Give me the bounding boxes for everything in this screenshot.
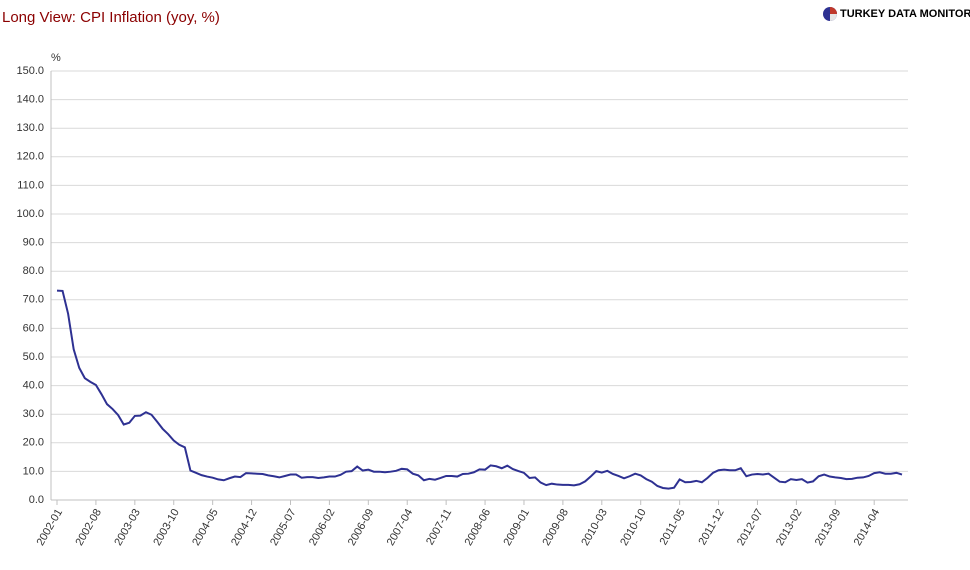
y-tick-label: 110.0 xyxy=(17,179,44,191)
y-tick-label: 100.0 xyxy=(16,208,44,220)
x-tick-label: 2010-10 xyxy=(618,507,649,548)
logo-icon xyxy=(830,14,837,21)
x-tick-label: 2013-02 xyxy=(774,507,805,548)
x-tick-label: 2007-11 xyxy=(424,507,454,547)
y-tick-label: 30.0 xyxy=(23,408,44,420)
x-tick-label: 2003-03 xyxy=(112,507,143,548)
y-tick-label: 40.0 xyxy=(23,380,44,392)
x-tick-label: 2002-01 xyxy=(35,507,66,548)
x-tick-label: 2010-03 xyxy=(579,507,610,548)
logo-icon xyxy=(830,7,837,14)
y-axis-label: % xyxy=(51,52,61,64)
y-tick-label: 20.0 xyxy=(23,437,44,449)
y-tick-label: 80.0 xyxy=(23,265,44,277)
x-tick-label: 2006-02 xyxy=(307,507,338,548)
series-line xyxy=(56,289,903,490)
x-tick-label: 2004-05 xyxy=(190,507,221,548)
logo-text: TURKEY DATA MONITOR xyxy=(840,8,970,20)
y-tick-label: 10.0 xyxy=(23,465,44,477)
y-tick-label: 140.0 xyxy=(16,94,44,106)
y-tick-label: 50.0 xyxy=(23,351,44,363)
y-tick-label: 90.0 xyxy=(23,237,44,249)
x-tick-label: 2013-09 xyxy=(813,507,844,548)
y-tick-label: 60.0 xyxy=(23,322,44,334)
x-tick-label: 2008-06 xyxy=(463,507,494,548)
x-tick-label: 2003-10 xyxy=(151,507,182,548)
y-tick-label: 130.0 xyxy=(16,122,44,134)
chart-title: Long View: CPI Inflation (yoy, %) xyxy=(2,9,220,26)
x-tick-label: 2009-08 xyxy=(540,507,571,548)
x-tick-label: 2006-09 xyxy=(346,507,377,548)
x-tick-label: 2011-12 xyxy=(696,507,726,547)
x-tick-label: 2009-01 xyxy=(502,507,533,548)
y-tick-label: 150.0 xyxy=(16,65,44,77)
x-tick-label: 2011-05 xyxy=(658,507,688,547)
x-tick-label: 2014-04 xyxy=(852,507,883,548)
logo: TURKEY DATA MONITOR xyxy=(823,7,970,21)
x-tick-label: 2004-12 xyxy=(229,507,260,548)
y-tick-label: 70.0 xyxy=(23,294,44,306)
x-tick-label: 2012-07 xyxy=(735,507,766,548)
x-tick-label: 2007-04 xyxy=(385,507,416,548)
x-tick-label: 2002-08 xyxy=(73,507,104,548)
x-tick-label: 2005-07 xyxy=(268,507,299,548)
y-tick-label: 120.0 xyxy=(16,151,44,163)
y-tick-label: 0.0 xyxy=(29,494,44,506)
